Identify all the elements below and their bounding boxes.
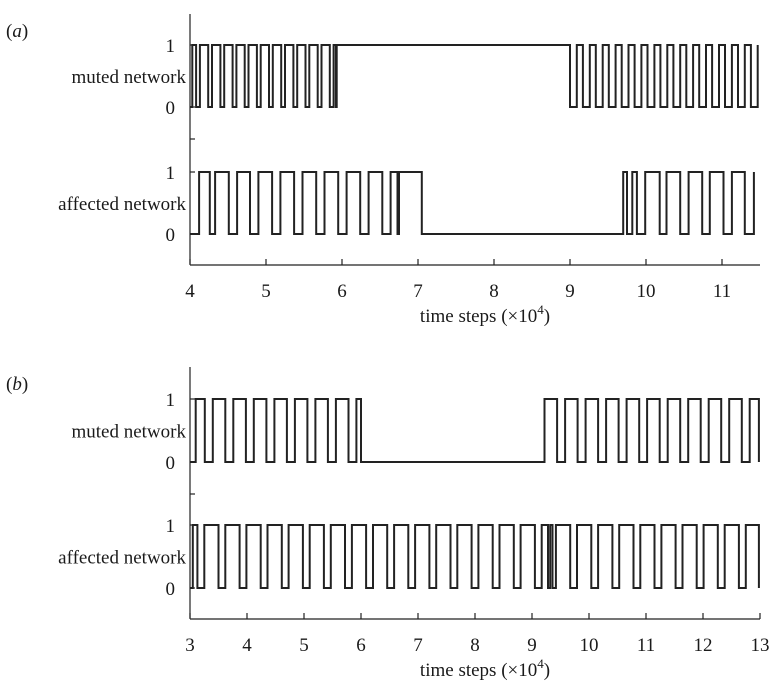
x-tick-label: 8 — [470, 635, 480, 656]
signal-trace-affected — [190, 171, 755, 235]
x-axis-label: time steps (×104) — [420, 302, 550, 327]
y-tick-label-low: 0 — [166, 225, 176, 246]
series-label: affected network — [58, 194, 186, 215]
x-tick-label: 9 — [565, 281, 575, 302]
x-tick-label: 5 — [299, 635, 309, 656]
x-tick-label: 4 — [185, 281, 195, 302]
x-tick-label: 6 — [337, 281, 347, 302]
y-tick-label-low: 0 — [166, 579, 176, 600]
y-tick-label-high: 1 — [166, 163, 176, 184]
x-tick-label: 9 — [527, 635, 537, 656]
series-label: muted network — [71, 67, 186, 88]
x-tick-label: 10 — [637, 281, 656, 302]
y-tick-label-low: 0 — [166, 453, 176, 474]
x-tick-label: 6 — [356, 635, 366, 656]
x-tick-label: 13 — [751, 635, 770, 656]
x-tick-label: 3 — [185, 635, 195, 656]
x-axis-label: time steps (×104) — [420, 656, 550, 681]
x-tick-label: 4 — [242, 635, 252, 656]
x-tick-label: 7 — [413, 635, 423, 656]
panel-label: (b) — [6, 374, 28, 395]
x-tick-label: 10 — [580, 635, 599, 656]
series-label: muted network — [71, 422, 186, 443]
x-tick-label: 11 — [637, 635, 655, 656]
series-label: affected network — [58, 548, 186, 569]
signal-trace-affected — [190, 524, 760, 589]
signal-trace-muted — [190, 44, 759, 108]
x-tick-label: 8 — [489, 281, 499, 302]
signal-trace-muted — [190, 398, 760, 463]
y-tick-label-high: 1 — [166, 516, 176, 537]
y-tick-label-low: 0 — [166, 98, 176, 119]
x-tick-label: 12 — [694, 635, 713, 656]
y-tick-label-high: 1 — [166, 36, 176, 57]
x-tick-label: 7 — [413, 281, 423, 302]
y-tick-label-high: 1 — [166, 390, 176, 411]
x-tick-label: 11 — [713, 281, 731, 302]
x-tick-label: 5 — [261, 281, 271, 302]
panel-label: (a) — [6, 21, 28, 42]
